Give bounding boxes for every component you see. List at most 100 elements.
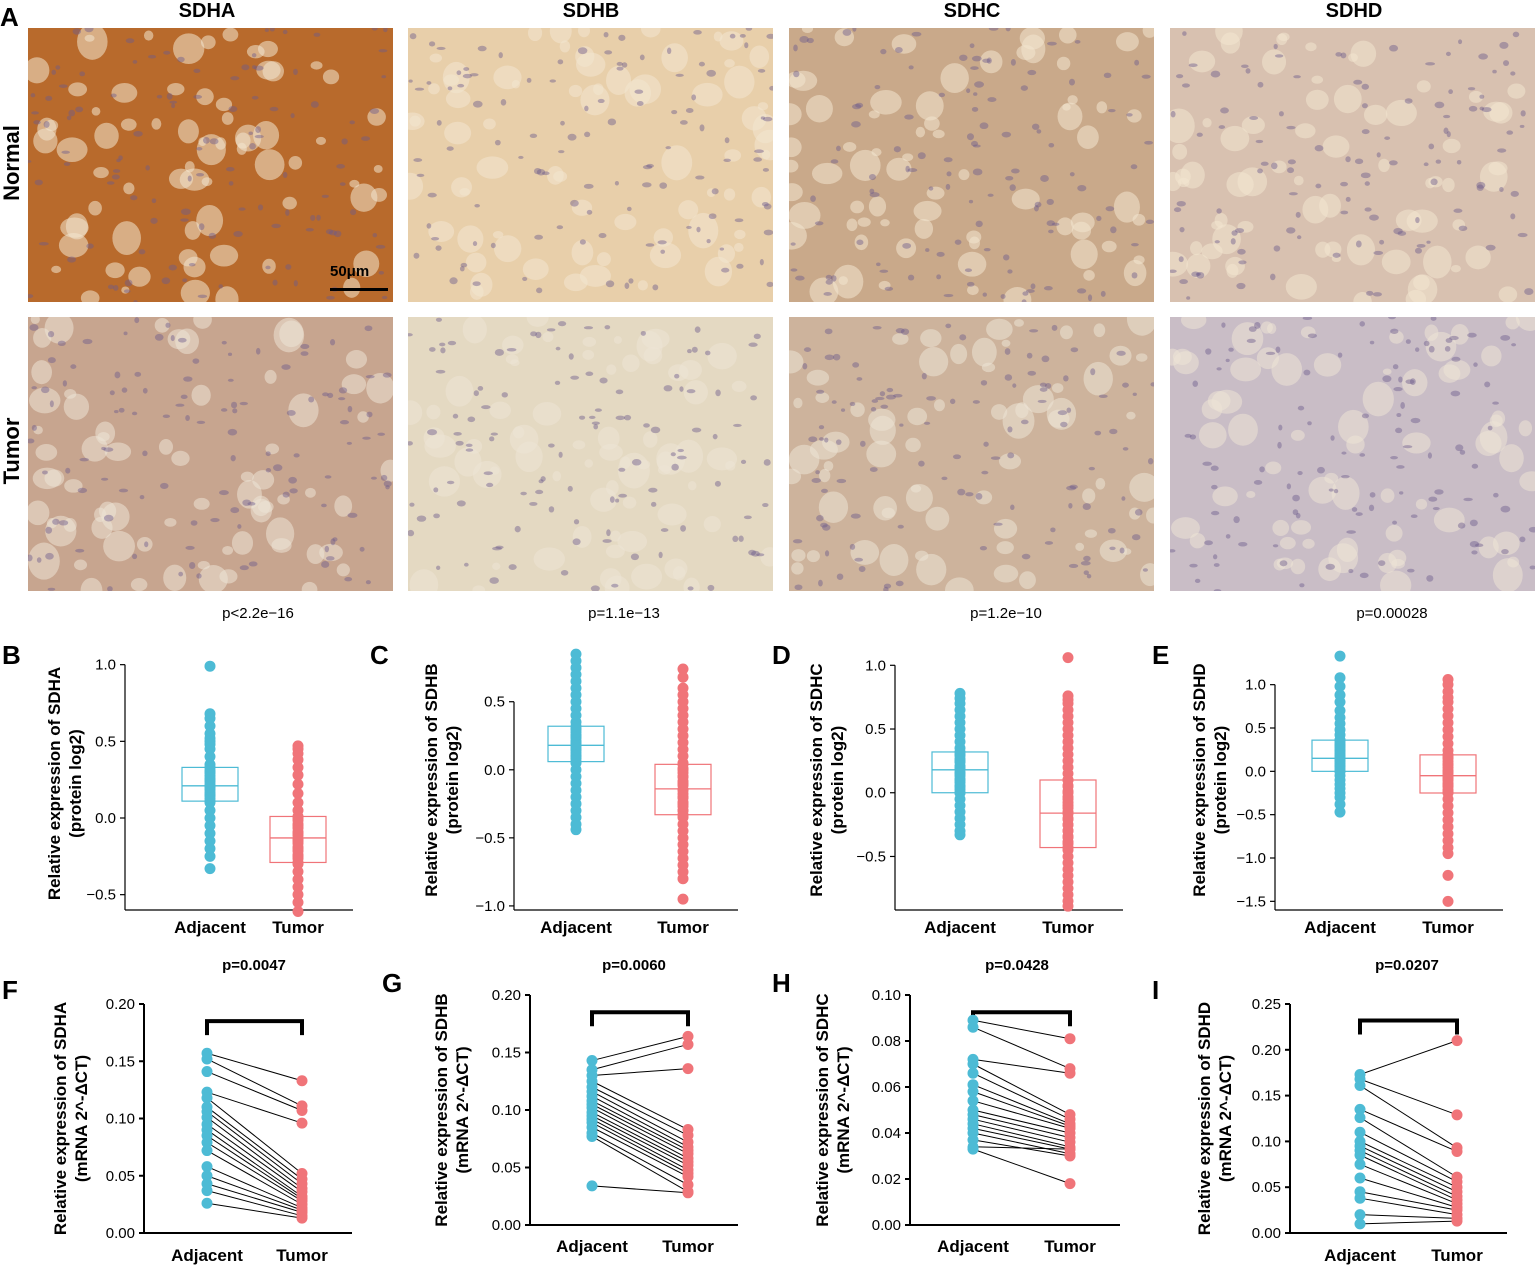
data-point-adjacent <box>967 1086 979 1098</box>
pair-line <box>972 1100 1071 1129</box>
data-point-adjacent <box>586 1130 598 1142</box>
panel-letter-b: B <box>2 640 21 670</box>
data-point <box>1334 798 1346 810</box>
y-axis-label-unit: (protein log2) <box>828 726 847 835</box>
y-tick-label: −0.5 <box>475 830 505 847</box>
data-point-tumor <box>1451 1035 1463 1047</box>
data-point <box>204 820 216 832</box>
data-point-tumor <box>1064 1178 1076 1190</box>
y-tick-label: −1.0 <box>1236 850 1266 867</box>
x-tick-label-adjacent: Adjacent <box>171 1246 243 1265</box>
pair-line <box>591 1103 689 1155</box>
pair-line <box>972 1148 1071 1185</box>
chart-title: p=0.0428 <box>985 957 1049 974</box>
pair-line <box>1359 1078 1458 1116</box>
panel-f: Fp=0.0047 0.20 0.15 0.10 0.05 0.00 Adjacent Tum… <box>2 957 352 1265</box>
data-point-tumor <box>682 1171 694 1183</box>
data-point <box>292 881 304 893</box>
pair-line <box>206 1058 303 1107</box>
y-axis-label-unit: (protein log2) <box>443 726 462 835</box>
pair-line <box>206 1123 303 1193</box>
data-point <box>1442 869 1454 881</box>
y-tick-label: −0.5 <box>86 887 116 904</box>
pair-line <box>1359 1163 1458 1205</box>
data-point <box>292 797 304 809</box>
x-tick-label-tumor: Tumor <box>1422 918 1474 937</box>
pair-line <box>591 1132 689 1186</box>
data-point <box>1334 734 1346 746</box>
y-tick-label: 0.20 <box>106 996 135 1013</box>
y-axis-label: Relative expression of SDHC <box>813 993 832 1226</box>
y-tick-label: 0.0 <box>95 810 116 827</box>
pair-line <box>972 1019 1071 1040</box>
panel-g: Gp=0.0060 0.20 0.15 0.10 0.05 0.00 Adjacent Tum… <box>382 957 738 1256</box>
data-point-tumor <box>296 1104 308 1116</box>
data-point <box>677 671 689 683</box>
y-tick-label: 0.15 <box>106 1053 135 1070</box>
data-point-tumor <box>1064 1067 1076 1079</box>
y-axis-label: Relative expression of SDHA <box>51 1002 70 1235</box>
pair-line <box>1359 1040 1458 1076</box>
data-point <box>204 743 216 755</box>
data-point <box>292 889 304 901</box>
pair-line <box>206 1106 303 1180</box>
pair-line <box>591 1086 689 1136</box>
y-axis-label: Relative expression of SDHA <box>45 667 64 900</box>
y-tick-label: 0.00 <box>492 1217 521 1234</box>
pair-line <box>206 1111 303 1185</box>
pair-line <box>591 1107 689 1159</box>
y-tick-label: 0.10 <box>106 1111 135 1128</box>
chart-title: p=0.00028 <box>1356 605 1427 622</box>
data-point <box>677 873 689 885</box>
y-tick-label: 0.5 <box>1245 720 1266 737</box>
pair-line <box>1359 1140 1458 1188</box>
data-point <box>292 873 304 885</box>
data-point <box>204 761 216 773</box>
y-tick-label: 0.20 <box>492 987 521 1004</box>
pair-line <box>206 1097 303 1174</box>
x-tick-label-tumor: Tumor <box>276 1246 328 1265</box>
y-axis-label-unit: (mRNA 2^-ΔCT) <box>834 1046 853 1173</box>
data-point-adjacent <box>1354 1158 1366 1170</box>
series-tumor <box>1419 673 1477 907</box>
x-tick-label-adjacent: Adjacent <box>540 918 612 937</box>
y-tick-label: 0.05 <box>492 1160 521 1177</box>
data-point <box>954 829 966 841</box>
pair-line <box>206 1190 303 1217</box>
data-point <box>292 906 304 918</box>
data-point <box>954 746 966 758</box>
y-axis-label-unit: (protein log2) <box>66 729 85 838</box>
significance-bracket <box>590 1010 690 1027</box>
data-point <box>677 663 689 675</box>
y-tick-label: 0.00 <box>1252 1225 1281 1242</box>
data-point-tumor <box>1064 1143 1076 1155</box>
data-point <box>292 769 304 781</box>
data-point-adjacent <box>201 1197 213 1209</box>
ihc-image-tumor-sdha <box>28 317 393 591</box>
series-adjacent <box>181 660 239 875</box>
y-tick-label: 0.10 <box>872 987 901 1004</box>
chart-title: p=0.0047 <box>222 957 286 974</box>
x-tick-label-adjacent: Adjacent <box>174 918 246 937</box>
pair-line <box>972 1132 1071 1155</box>
y-tick-label: −0.5 <box>856 848 886 865</box>
pair-line <box>206 1175 303 1211</box>
pair-line <box>206 1183 303 1213</box>
pair-line <box>206 1052 303 1082</box>
pair-line <box>972 1072 1071 1120</box>
y-axis-label-unit: (protein log2) <box>1211 726 1230 835</box>
pair-line <box>972 1118 1071 1143</box>
scale-bar <box>330 288 388 291</box>
data-point-tumor <box>1451 1145 1463 1157</box>
data-point-adjacent <box>1354 1149 1366 1161</box>
column-title-sdhb: SDHB <box>562 0 620 22</box>
ihc-image-tumor-sdhb <box>408 317 773 591</box>
pair-line <box>972 1084 1071 1125</box>
data-point-adjacent <box>201 1161 213 1173</box>
pair-line <box>206 1091 303 1124</box>
y-tick-label: 0.04 <box>872 1125 901 1142</box>
x-tick-label-adjacent: Adjacent <box>1304 918 1376 937</box>
data-point-adjacent <box>1354 1172 1366 1184</box>
